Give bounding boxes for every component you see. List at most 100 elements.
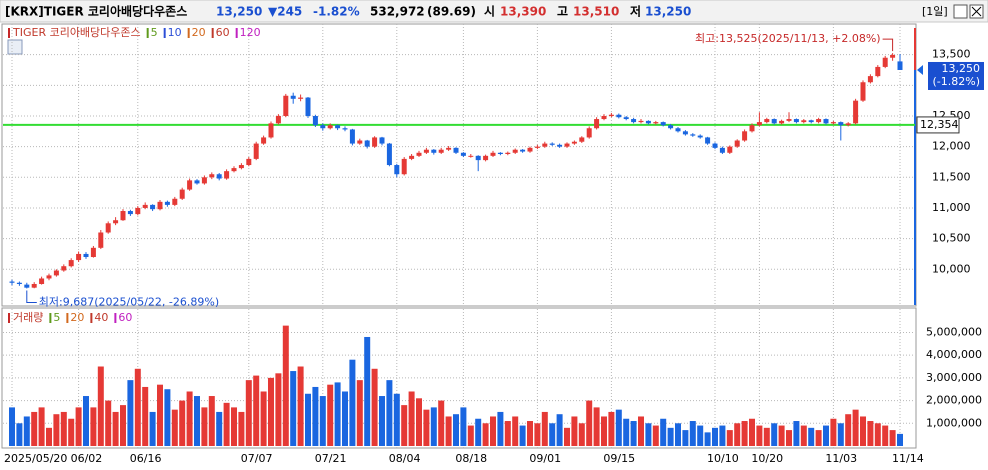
volume-bar [245,380,252,446]
candle-body [793,119,799,123]
toggle-button[interactable] [7,39,23,55]
candle-body [224,171,230,179]
volume-bar [238,411,245,446]
candle-body [24,284,30,288]
volume-bar [201,407,208,446]
high-label: 고 [557,5,568,19]
x-tick-label: 10/20 [751,452,783,465]
candle-body [98,232,104,248]
legend-item: 60 [216,26,230,39]
candle-body [860,82,866,101]
volume-bar [823,425,829,446]
volume-bar [31,411,38,446]
current-box [928,61,984,90]
candle-body [39,278,45,284]
low-arrow [26,290,37,303]
legend-swatch [8,28,10,38]
x-tick-label: 11/03 [825,452,857,465]
candle-body [409,155,415,159]
candle-body [164,201,170,205]
candle-body [549,143,555,145]
candle-body [349,129,355,144]
volume-bar [90,407,97,446]
volume-bar [564,427,570,446]
candle-body [779,120,785,124]
period[interactable]: [1일] [922,4,948,18]
legend-swatch [8,313,10,323]
legend-item: 20 [192,26,206,39]
candle-body [786,119,792,121]
candle-body [61,266,67,271]
candle-body [490,152,496,156]
volume-bar [763,427,770,446]
volume-bar [290,371,297,446]
candle-body [616,114,622,118]
volume-bar [852,409,859,446]
volume-bar [726,430,733,446]
candle-body [483,155,489,161]
legend-item: 20 [70,311,84,324]
volume-pane [1,307,917,449]
y-tick-label: 2,000,000 [926,394,982,407]
volume-bar [541,411,548,446]
volume-bar [164,389,171,446]
candle-body [401,158,407,175]
candle-body [631,119,637,123]
legend-item: 5 [151,26,158,39]
high: 13,510 [573,5,619,19]
candle-body [275,115,281,124]
candle-body [194,180,200,184]
volume-bar [260,391,267,446]
candle-body [253,143,259,159]
x-tick-label: 09/15 [603,452,635,465]
legend-swatch [146,28,149,38]
volume-bar [327,384,334,446]
legend-swatch [66,313,69,323]
ratio: (89.69) [427,5,476,19]
volume-bar [253,375,260,446]
volume-bar [808,427,815,446]
candle-body [719,147,725,153]
header-bar [0,0,988,23]
y-tick-label: 5,000,000 [926,325,982,338]
volume-bar [60,411,67,446]
volume-bar [749,418,755,446]
candle-body [446,147,452,150]
volume-bar [786,430,792,446]
candle-body [283,95,289,116]
y-tick-label: 1,000,000 [926,416,982,429]
volume-bar [149,411,156,446]
candle-body [571,141,577,144]
volume-bar [386,380,393,446]
candle-body [749,125,755,132]
candle-body [216,174,222,179]
x-tick-label: 11/14 [892,452,924,465]
candle-body [120,211,126,221]
x-tick-label: 06/02 [71,452,103,465]
high-annotation: 최고:13,525(2025/11/13, +2.08%) [695,32,881,45]
candle-body [816,119,822,123]
legend-swatch [90,313,93,323]
volume-bar [830,418,837,446]
candle-body [209,174,215,178]
y-tick-label: 10,500 [932,232,971,245]
candle-body [638,120,644,123]
candle-body [867,76,873,83]
candle-body [298,97,304,99]
volume-bar [208,396,215,446]
y-tick-label: 10,000 [932,262,971,275]
x-tick-label: 07/07 [241,452,273,465]
volume-bar [430,407,437,446]
candle-body [438,149,444,153]
volume-bar [38,407,45,446]
candle-body [246,158,252,166]
window-button[interactable] [953,4,968,19]
y-tick-label: 11,000 [932,201,971,214]
candle-body [31,283,37,288]
volume-bar [638,416,644,446]
candle-body [105,223,111,233]
volume-bar [889,430,896,446]
volume-bar [697,425,704,446]
volume-bar [297,366,304,446]
candle-body [660,122,666,126]
